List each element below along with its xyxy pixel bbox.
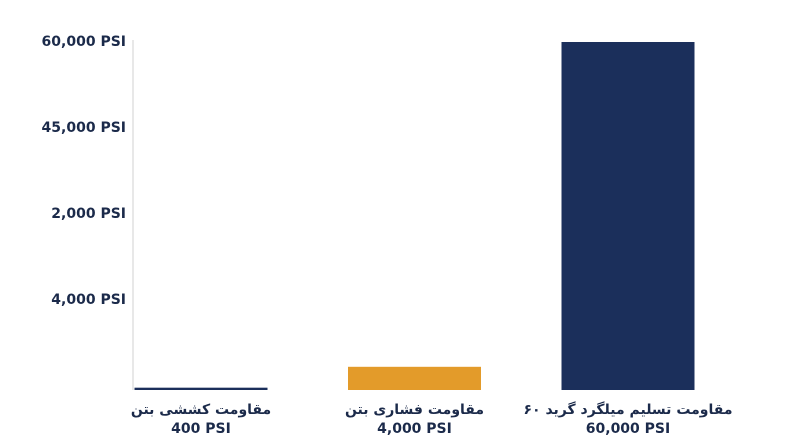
y-axis-label: 4,000 PSI	[51, 292, 126, 308]
bar	[348, 366, 481, 390]
x-tick-label: مقاومت فشاری بتن	[345, 402, 484, 418]
y-axis-label: 60,000 PSI	[42, 34, 126, 50]
x-tick-label: مقاومت تسلیم میلگرد گرید ۶۰	[523, 401, 732, 418]
value-label: 4,000 PSI	[377, 421, 452, 437]
y-axis-label: 45,000 PSI	[42, 120, 126, 136]
bar	[134, 387, 268, 390]
value-label: 400 PSI	[171, 421, 231, 437]
y-axis-label: 2,000 PSI	[51, 206, 126, 222]
value-label: 60,000 PSI	[586, 421, 670, 437]
bar	[561, 42, 695, 390]
x-tick-label: مقاومت کششی بتن	[131, 402, 271, 418]
